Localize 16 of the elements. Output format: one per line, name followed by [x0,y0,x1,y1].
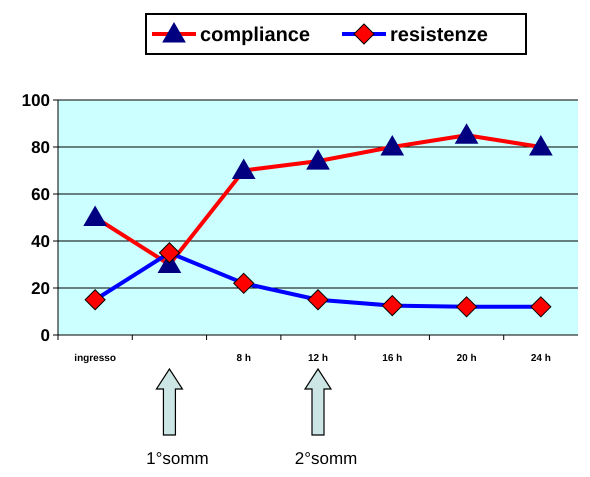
text: 1°somm [146,449,209,468]
x-tick-label: 24 h [530,353,551,364]
y-tick-label: 60 [31,184,50,204]
y-tick-label: 80 [31,138,50,157]
y-tick-label: 0 [40,326,50,345]
y-tick-label: 100 [22,90,50,110]
x-tick-label: 12 h [308,353,328,364]
x-tick-label: ingresso [74,353,116,364]
x-tick-label: 16 h [382,353,402,364]
legend-label: compliance [200,24,310,46]
x-tick-label: 20 h [456,353,477,364]
y-tick-label: 40 [31,232,50,251]
y-tick-label: 20 [31,278,50,298]
x-tick-label: 8 h [236,353,251,364]
legend-label: resistenze [390,24,488,46]
text: 2°somm [294,449,358,468]
